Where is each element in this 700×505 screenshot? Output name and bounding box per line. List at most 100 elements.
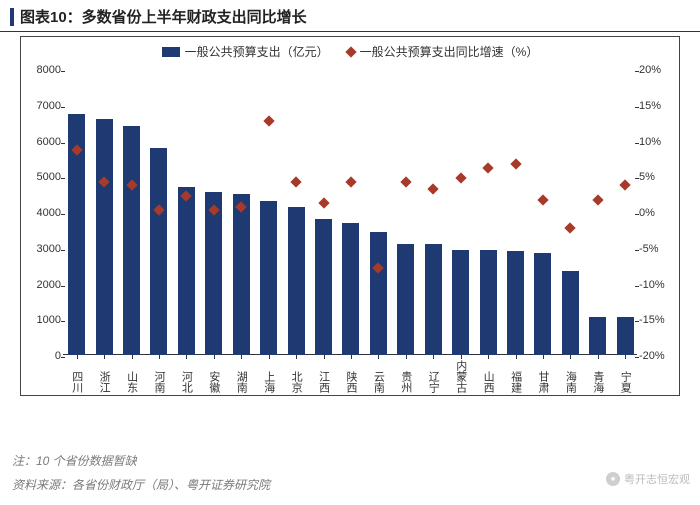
x-tick bbox=[269, 355, 270, 359]
y2-tick-label: 0% bbox=[639, 207, 673, 219]
data-bar bbox=[178, 187, 195, 355]
legend: 一般公共预算支出（亿元） 一般公共预算支出同比增速（%） bbox=[21, 43, 679, 60]
x-tick-label: 贵州 bbox=[400, 371, 411, 393]
x-tick-label: 云南 bbox=[372, 371, 383, 393]
x-tick-label: 山东 bbox=[126, 371, 137, 393]
footnote: 注：10 个省份数据暂缺 bbox=[12, 452, 137, 469]
x-tick bbox=[186, 355, 187, 359]
y2-tick-label: 10% bbox=[639, 136, 673, 148]
x-tick-label: 陕西 bbox=[345, 371, 356, 393]
y1-tick bbox=[61, 178, 65, 179]
diamond-swatch-icon bbox=[345, 46, 356, 57]
data-point bbox=[428, 183, 439, 194]
data-point bbox=[565, 223, 576, 234]
wechat-icon: ✦ bbox=[606, 472, 620, 486]
x-tick bbox=[351, 355, 352, 359]
y1-tick bbox=[61, 71, 65, 72]
plot-region bbox=[63, 71, 637, 355]
data-bar bbox=[288, 207, 305, 355]
x-tick-label: 辽宁 bbox=[427, 371, 438, 393]
x-tick-label: 北京 bbox=[290, 371, 301, 393]
title-row: 图表10：多数省份上半年财政支出同比增长 bbox=[0, 0, 700, 32]
y2-tick-label: 5% bbox=[639, 171, 673, 183]
data-point bbox=[510, 158, 521, 169]
y1-tick-label: 3000 bbox=[27, 243, 61, 255]
y2-tick bbox=[635, 357, 639, 358]
data-bar bbox=[260, 201, 277, 355]
data-bar bbox=[507, 251, 524, 355]
data-bar bbox=[589, 317, 606, 355]
legend-item-bar: 一般公共预算支出（亿元） bbox=[162, 43, 329, 60]
figure-container: 图表10：多数省份上半年财政支出同比增长 一般公共预算支出（亿元） 一般公共预算… bbox=[0, 0, 700, 505]
x-tick-label: 湖南 bbox=[235, 371, 246, 393]
x-tick bbox=[214, 355, 215, 359]
y1-tick-label: 0 bbox=[27, 350, 61, 362]
x-tick bbox=[296, 355, 297, 359]
y1-tick-label: 6000 bbox=[27, 136, 61, 148]
x-tick bbox=[461, 355, 462, 359]
data-bar bbox=[617, 317, 634, 355]
data-bar bbox=[315, 219, 332, 355]
watermark-text: 粤开志恒宏观 bbox=[624, 471, 690, 487]
x-tick-label: 内蒙古 bbox=[455, 360, 466, 393]
y2-tick bbox=[635, 71, 639, 72]
x-tick-label: 江西 bbox=[318, 371, 329, 393]
y2-tick bbox=[635, 321, 639, 322]
y2-tick-label: -5% bbox=[639, 243, 673, 255]
data-point bbox=[620, 180, 631, 191]
data-point bbox=[318, 198, 329, 209]
bar-swatch-icon bbox=[162, 47, 180, 57]
x-tick bbox=[516, 355, 517, 359]
y1-tick-label: 8000 bbox=[27, 64, 61, 76]
x-tick-label: 山西 bbox=[482, 371, 493, 393]
legend-label-bar: 一般公共预算支出（亿元） bbox=[185, 43, 329, 60]
data-bar bbox=[562, 271, 579, 355]
data-bar bbox=[96, 119, 113, 355]
x-tick-label: 河北 bbox=[180, 371, 191, 393]
y2-tick bbox=[635, 250, 639, 251]
data-bar bbox=[370, 232, 387, 355]
data-bar bbox=[123, 126, 140, 355]
x-tick-label: 宁夏 bbox=[619, 371, 630, 393]
data-point bbox=[537, 194, 548, 205]
data-bar bbox=[205, 192, 222, 355]
y1-tick-label: 7000 bbox=[27, 100, 61, 112]
data-point bbox=[290, 176, 301, 187]
x-tick bbox=[406, 355, 407, 359]
y1-tick-label: 5000 bbox=[27, 171, 61, 183]
source-line: 资料来源：各省份财政厅（局）、粤开证券研究院 bbox=[12, 476, 270, 493]
y1-tick bbox=[61, 286, 65, 287]
y1-tick-label: 2000 bbox=[27, 279, 61, 291]
legend-label-scatter: 一般公共预算支出同比增速（%） bbox=[360, 43, 539, 60]
x-tick-label: 安徽 bbox=[208, 371, 219, 393]
x-tick-label: 福建 bbox=[510, 371, 521, 393]
x-tick bbox=[570, 355, 571, 359]
x-tick bbox=[543, 355, 544, 359]
x-tick-label: 甘肃 bbox=[537, 371, 548, 393]
y2-tick bbox=[635, 214, 639, 215]
data-point bbox=[592, 194, 603, 205]
watermark: ✦ 粤开志恒宏观 bbox=[606, 471, 690, 487]
x-tick bbox=[159, 355, 160, 359]
data-bar bbox=[534, 253, 551, 355]
data-bar bbox=[397, 244, 414, 355]
y2-tick-label: 15% bbox=[639, 100, 673, 112]
y1-tick bbox=[61, 214, 65, 215]
x-tick-label: 河南 bbox=[153, 371, 164, 393]
y2-tick-label: -10% bbox=[639, 279, 673, 291]
data-point bbox=[455, 173, 466, 184]
x-tick-label: 上海 bbox=[263, 371, 274, 393]
x-tick-label: 四川 bbox=[71, 371, 82, 393]
data-bar bbox=[452, 250, 469, 355]
y1-tick bbox=[61, 321, 65, 322]
x-tick bbox=[598, 355, 599, 359]
x-tick bbox=[241, 355, 242, 359]
y1-tick bbox=[61, 143, 65, 144]
x-tick-label: 浙江 bbox=[98, 371, 109, 393]
y1-tick-label: 4000 bbox=[27, 207, 61, 219]
y2-tick bbox=[635, 286, 639, 287]
y2-tick-label: -15% bbox=[639, 314, 673, 326]
title-accent-bar bbox=[10, 8, 14, 26]
x-tick bbox=[433, 355, 434, 359]
legend-item-scatter: 一般公共预算支出同比增速（%） bbox=[347, 43, 539, 60]
